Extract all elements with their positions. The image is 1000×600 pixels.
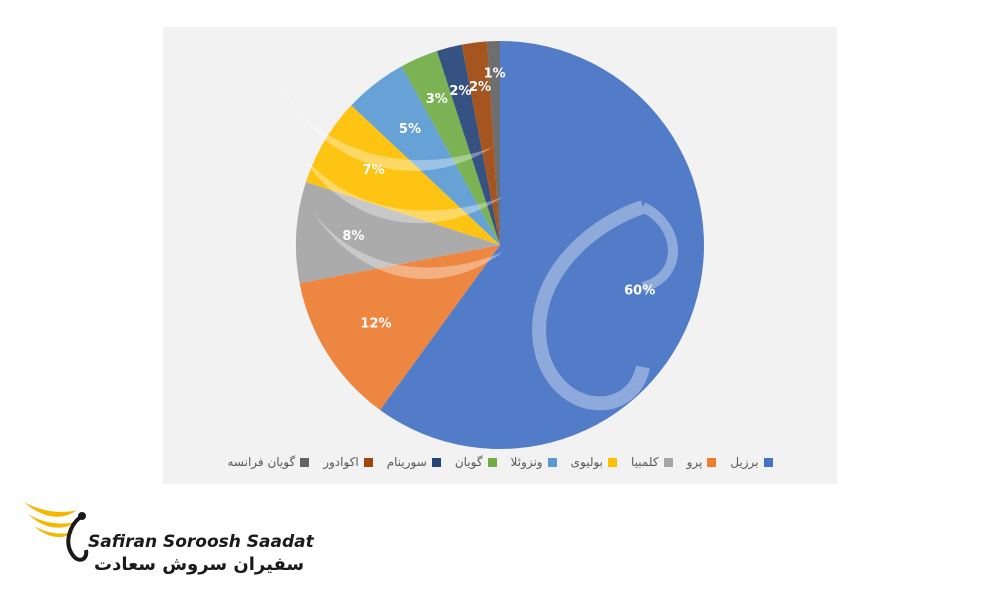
legend-item: سورینام [387,455,441,469]
legend-label: گویان فرانسه [227,455,296,469]
legend-swatch [707,457,717,467]
pie-slice [296,181,500,284]
legend-label: سورینام [386,455,427,469]
legend-label: بولیوی [570,455,604,469]
pie-slice [351,66,500,246]
legend-label: اکوادور [323,455,359,469]
legend-swatch [663,457,673,467]
pie-chart: 60%12%8%7%5%3%2%2%1% [273,41,705,450]
chart-panel: 60% 12% 8% 7% 5% 3% 2% 2% 1% برزیل پرو کلمبیا بولیو… [163,27,837,484]
legend-label: برزیل [730,455,759,469]
pie-slice [299,245,500,411]
legend-label: پرو [686,455,703,469]
slice-data-label: 5% [399,122,421,137]
slice-data-label: 2% [469,80,491,95]
watermark-swan-icon [273,72,678,411]
legend-swatch [363,457,373,467]
legend-label: ونزوئلا [510,455,543,469]
slice-data-label: 8% [342,229,364,244]
legend-swatch [608,457,618,467]
legend-item: اکوادور [323,455,373,469]
legend-swatch [300,457,310,467]
legend-item: بولیوی [570,455,618,469]
pie-slice [461,41,500,245]
legend-item: کلمبیا [631,455,673,469]
pie-slice [305,105,500,246]
legend-label: گویان [454,455,483,469]
slice-data-label: 2% [449,84,471,99]
slice-data-label: 1% [484,67,506,82]
legend-swatch [763,457,773,467]
legend-swatch [547,457,557,467]
legend-label: کلمبیا [631,455,659,469]
slice-data-label: 12% [360,317,391,332]
winged-swan-logo-icon [24,502,89,562]
pie-slice [401,50,500,246]
legend-item: برزیل [730,455,773,469]
chart-legend: برزیل پرو کلمبیا بولیوی ونزوئلا گویان سورینام ا… [163,455,837,469]
brand-name-persian: سفیران سروش سعادت [94,554,305,575]
legend-item: گویان [455,455,497,469]
brand-logo: Safiran Soroosh Saadat سفیران سروش سعادت [22,494,322,584]
pie-slice [436,44,500,245]
brand-name-english: Safiran Soroosh Saadat [88,532,314,552]
slice-data-label: 3% [426,92,448,107]
slice-data-label: 7% [363,163,385,178]
legend-item: گویان فرانسه [227,455,310,469]
pie-slice [380,41,705,450]
legend-item: پرو [687,455,717,469]
pie-slice [487,41,500,245]
legend-swatch [487,457,497,467]
slice-data-label: 60% [624,283,655,298]
legend-swatch [431,457,441,467]
legend-item: ونزوئلا [511,455,557,469]
